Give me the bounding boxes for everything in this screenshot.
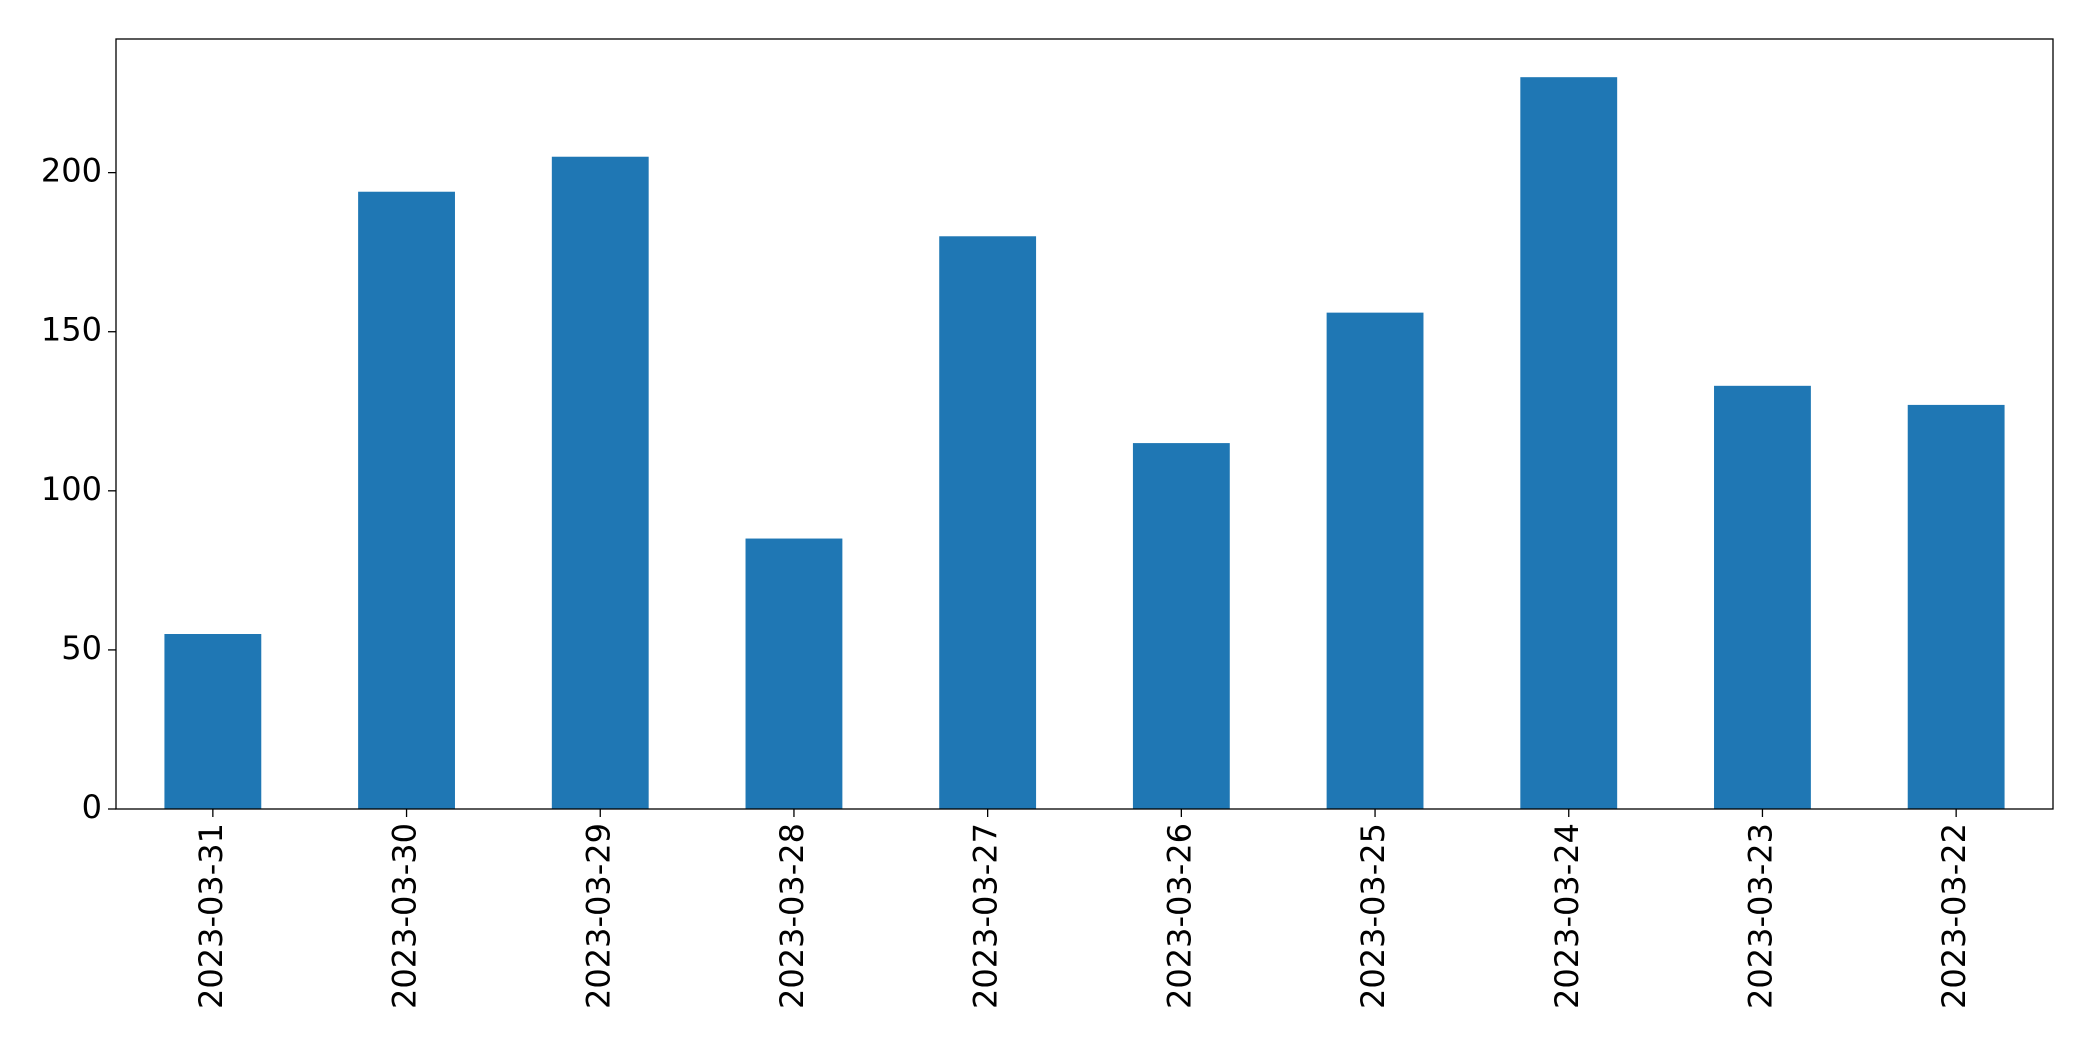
bar xyxy=(939,236,1037,810)
y-tick-label: 150 xyxy=(41,311,102,349)
bar xyxy=(358,191,455,809)
x-tick-label: 2023-03-28 xyxy=(773,823,811,1009)
plot-frame xyxy=(115,38,2054,810)
x-tick-label: 2023-03-29 xyxy=(579,823,617,1009)
x-tick-label: 2023-03-31 xyxy=(192,823,230,1009)
bar xyxy=(1132,443,1230,809)
bar xyxy=(551,156,649,809)
x-tick-label: 2023-03-30 xyxy=(386,823,424,1009)
x-tick-label: 2023-03-27 xyxy=(967,823,1005,1009)
x-tick-label: 2023-03-23 xyxy=(1741,823,1779,1009)
bar xyxy=(1907,404,2005,809)
y-tick-label: 50 xyxy=(61,629,102,667)
x-tick-label: 2023-03-24 xyxy=(1548,823,1586,1009)
y-tick-label: 100 xyxy=(41,470,102,508)
x-tick-label: 2023-03-22 xyxy=(1935,823,1973,1009)
bar xyxy=(1326,312,1424,809)
x-tick-label: 2023-03-26 xyxy=(1160,823,1198,1009)
x-tick-label: 2023-03-25 xyxy=(1354,823,1392,1009)
y-tick-label: 200 xyxy=(41,152,102,190)
bar xyxy=(745,538,843,809)
y-tick-label: 0 xyxy=(82,788,102,826)
bar xyxy=(1714,385,1811,809)
bar xyxy=(164,634,262,809)
bar xyxy=(1520,77,1618,809)
